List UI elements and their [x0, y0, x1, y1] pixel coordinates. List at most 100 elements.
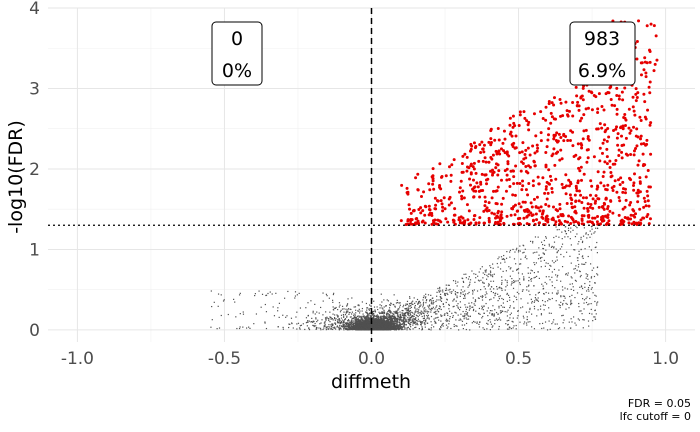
point-ns: [337, 316, 339, 318]
point-ns: [345, 322, 347, 324]
point-ns: [585, 261, 587, 264]
point-ns: [448, 289, 450, 291]
point-ns: [418, 328, 420, 330]
point-ns: [421, 315, 423, 318]
point-ns: [417, 324, 419, 326]
point-ns: [487, 285, 490, 287]
point-ns: [436, 317, 438, 319]
point-ns: [334, 307, 337, 309]
point-ns: [339, 327, 342, 329]
point-ns: [347, 298, 349, 300]
point-ns: [556, 279, 558, 281]
point-ns: [500, 262, 502, 264]
point-ns: [458, 329, 460, 331]
point-ns: [450, 292, 453, 294]
point-ns: [397, 312, 399, 314]
point-ns: [308, 327, 310, 330]
point-ns: [570, 318, 572, 320]
point-ns: [478, 323, 480, 325]
point-ns: [415, 326, 417, 328]
point-ns: [484, 269, 486, 271]
point-ns: [578, 263, 580, 266]
point-ns: [405, 307, 408, 310]
point-ns: [581, 241, 584, 244]
point-ns: [374, 322, 376, 324]
point-ns: [500, 283, 503, 285]
point-ns: [373, 318, 375, 320]
point-ns: [407, 311, 409, 314]
point-ns: [414, 318, 416, 320]
point-ns: [355, 321, 357, 323]
point-ns: [510, 284, 512, 286]
point-ns: [565, 274, 567, 276]
point-ns: [406, 329, 408, 331]
point-ns: [549, 264, 551, 267]
point-ns: [400, 315, 402, 317]
point-ns: [282, 326, 284, 329]
point-ns: [389, 315, 391, 318]
point-ns: [547, 292, 550, 294]
point-ns: [570, 262, 572, 264]
point-ns: [373, 320, 376, 322]
point-ns: [424, 326, 426, 328]
point-ns: [389, 311, 391, 313]
point-ns: [409, 305, 411, 307]
point-ns: [482, 295, 484, 298]
point-ns: [357, 325, 359, 328]
point-ns: [436, 295, 438, 297]
point-ns: [581, 240, 584, 242]
point-ns: [351, 328, 353, 330]
point-ns: [588, 325, 590, 327]
point-ns: [398, 315, 400, 318]
point-ns: [366, 307, 368, 309]
point-ns: [412, 324, 414, 326]
point-ns: [542, 248, 545, 250]
point-ns: [556, 256, 558, 258]
point-ns: [383, 320, 385, 322]
point-ns: [405, 309, 407, 311]
point-ns: [383, 319, 385, 322]
point-ns: [440, 315, 442, 317]
point-ns: [446, 299, 448, 301]
point-ns: [381, 317, 383, 319]
point-ns: [430, 298, 432, 301]
point-ns: [365, 311, 367, 313]
point-ns: [543, 309, 545, 311]
point-ns: [407, 321, 409, 323]
point-ns: [373, 314, 375, 317]
point-ns: [466, 312, 469, 314]
point-ns: [390, 312, 392, 314]
point-ns: [553, 319, 555, 321]
point-ns: [577, 266, 580, 268]
point-ns: [361, 310, 363, 312]
point-ns: [363, 315, 365, 317]
point-ns: [368, 314, 370, 316]
point-ns: [394, 306, 396, 308]
point-ns: [332, 299, 334, 301]
point-ns: [389, 323, 392, 325]
point-ns: [457, 281, 459, 283]
point-ns: [492, 291, 495, 294]
point-ns: [573, 249, 575, 251]
point-ns: [372, 317, 374, 319]
point-ns: [562, 322, 564, 324]
point-ns: [399, 323, 401, 325]
point-ns: [334, 322, 336, 324]
point-ns: [585, 277, 587, 279]
point-ns: [351, 313, 353, 315]
point-ns: [421, 321, 423, 323]
point-ns: [469, 315, 471, 317]
point-ns: [506, 250, 508, 253]
point-ns: [423, 308, 425, 310]
point-ns: [575, 280, 577, 282]
point-ns: [501, 297, 503, 300]
point-ns: [517, 251, 520, 253]
point-ns: [342, 326, 344, 328]
point-ns: [584, 248, 586, 250]
point-ns: [515, 296, 517, 298]
point-ns: [479, 268, 482, 270]
point-ns: [320, 306, 322, 309]
point-ns: [530, 280, 532, 282]
point-ns: [325, 319, 327, 321]
point-ns: [346, 315, 348, 317]
